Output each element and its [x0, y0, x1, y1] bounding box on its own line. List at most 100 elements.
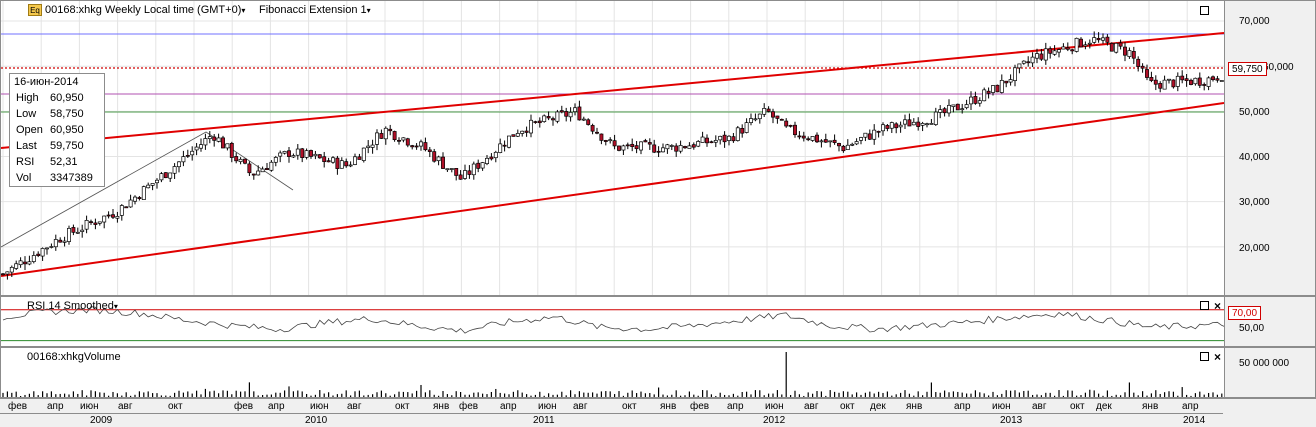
- candle: [612, 140, 617, 147]
- rsi-tick: 50,00: [1239, 323, 1265, 334]
- candle: [62, 240, 67, 243]
- close-icon[interactable]: ×: [1214, 350, 1222, 364]
- candle: [370, 144, 375, 148]
- info-label: Low: [16, 108, 37, 120]
- price-pane[interactable]: Eq 00168:xhkg Weekly Local time (GMT+0)▾…: [0, 0, 1316, 296]
- candle: [991, 85, 995, 93]
- month-label: июн: [310, 401, 329, 412]
- candle: [678, 145, 683, 152]
- price-chart[interactable]: [1, 1, 1224, 296]
- info-date: 16-июн-2014: [14, 76, 79, 88]
- volume-title[interactable]: 00168:xhkgVolume: [27, 351, 121, 363]
- candle: [652, 144, 657, 153]
- candle: [533, 121, 538, 123]
- candle: [815, 134, 819, 143]
- candle: [1118, 42, 1123, 47]
- candle: [617, 145, 621, 151]
- candle: [757, 113, 762, 120]
- candle: [542, 115, 547, 122]
- candle: [727, 135, 731, 141]
- maximize-icon[interactable]: [1200, 6, 1209, 15]
- rsi-pane[interactable]: RSI 14 Smoothed▾ × 70,00 50,00: [0, 296, 1316, 347]
- candle: [480, 162, 485, 169]
- candle: [1048, 48, 1053, 54]
- candle: [36, 253, 41, 256]
- candle: [221, 137, 225, 149]
- time-axis-divider: [0, 413, 1223, 414]
- candle: [1215, 78, 1220, 81]
- candle: [1184, 78, 1189, 82]
- candle: [111, 214, 115, 218]
- candle: [141, 186, 146, 200]
- info-value: 58,750: [50, 108, 84, 120]
- candle: [185, 154, 190, 157]
- candle: [203, 138, 208, 146]
- eq-icon[interactable]: Eq: [28, 4, 42, 16]
- candle: [291, 155, 296, 158]
- rsi-chart[interactable]: [1, 297, 1224, 347]
- info-label: RSI: [16, 156, 35, 168]
- info-value: 3347389: [50, 172, 93, 184]
- month-label: окт: [622, 401, 637, 412]
- info-row: Vol 3347389: [10, 170, 104, 186]
- price-tick: 30,000: [1239, 197, 1270, 208]
- candle: [489, 156, 494, 160]
- candle: [771, 111, 775, 118]
- chevron-down-icon[interactable]: ▾: [113, 302, 118, 311]
- candle: [515, 133, 520, 137]
- volume-chart[interactable]: [1, 348, 1224, 398]
- study-title[interactable]: Fibonacci Extension 1▾: [259, 4, 371, 16]
- chevron-down-icon[interactable]: ▾: [366, 6, 371, 15]
- candle: [788, 124, 793, 127]
- candle: [146, 184, 151, 189]
- candle: [287, 150, 291, 157]
- candle: [832, 139, 837, 143]
- info-value: 52,31: [50, 156, 78, 168]
- candle: [551, 118, 555, 121]
- candle: [793, 124, 797, 136]
- candle: [859, 137, 863, 141]
- maximize-icon[interactable]: [1200, 352, 1209, 361]
- month-label: апр: [1182, 401, 1199, 412]
- month-label: авг: [1032, 401, 1047, 412]
- candle: [75, 231, 80, 234]
- candle: [414, 145, 419, 148]
- candle: [18, 260, 23, 266]
- candle: [977, 100, 982, 104]
- candle: [225, 143, 230, 149]
- rsi-axis: [1224, 297, 1315, 346]
- price-tick: 50,000: [1239, 107, 1270, 118]
- candle: [854, 141, 859, 145]
- year-label: 2009: [90, 415, 113, 426]
- candle: [168, 172, 173, 179]
- chevron-down-icon[interactable]: ▾: [241, 6, 246, 15]
- chart-title[interactable]: 00168:xhkg Weekly Local time (GMT+0)▾: [45, 4, 245, 16]
- candle: [608, 139, 613, 142]
- candle: [546, 116, 551, 119]
- month-label: апр: [727, 401, 744, 412]
- maximize-icon[interactable]: [1200, 301, 1209, 310]
- candle: [5, 271, 10, 275]
- candle: [502, 144, 507, 147]
- candle: [559, 110, 564, 113]
- candle: [1079, 38, 1083, 48]
- candle: [436, 156, 441, 162]
- price-tick: 20,000: [1239, 243, 1270, 254]
- candle: [1131, 51, 1136, 59]
- candle: [700, 136, 705, 143]
- candle: [14, 263, 19, 269]
- candle: [595, 131, 599, 134]
- candle: [405, 138, 410, 146]
- candle: [463, 170, 467, 179]
- candle: [960, 108, 965, 111]
- close-icon[interactable]: ×: [1214, 299, 1222, 313]
- candle: [309, 150, 313, 157]
- volume-pane[interactable]: 00168:xhkgVolume × 50 000 000: [0, 347, 1316, 398]
- candle: [722, 134, 727, 143]
- rsi-title[interactable]: RSI 14 Smoothed▾: [27, 300, 118, 312]
- candle: [1074, 37, 1079, 52]
- candle: [392, 131, 397, 141]
- candle: [753, 118, 758, 121]
- candle: [1158, 83, 1163, 89]
- candle: [529, 119, 533, 134]
